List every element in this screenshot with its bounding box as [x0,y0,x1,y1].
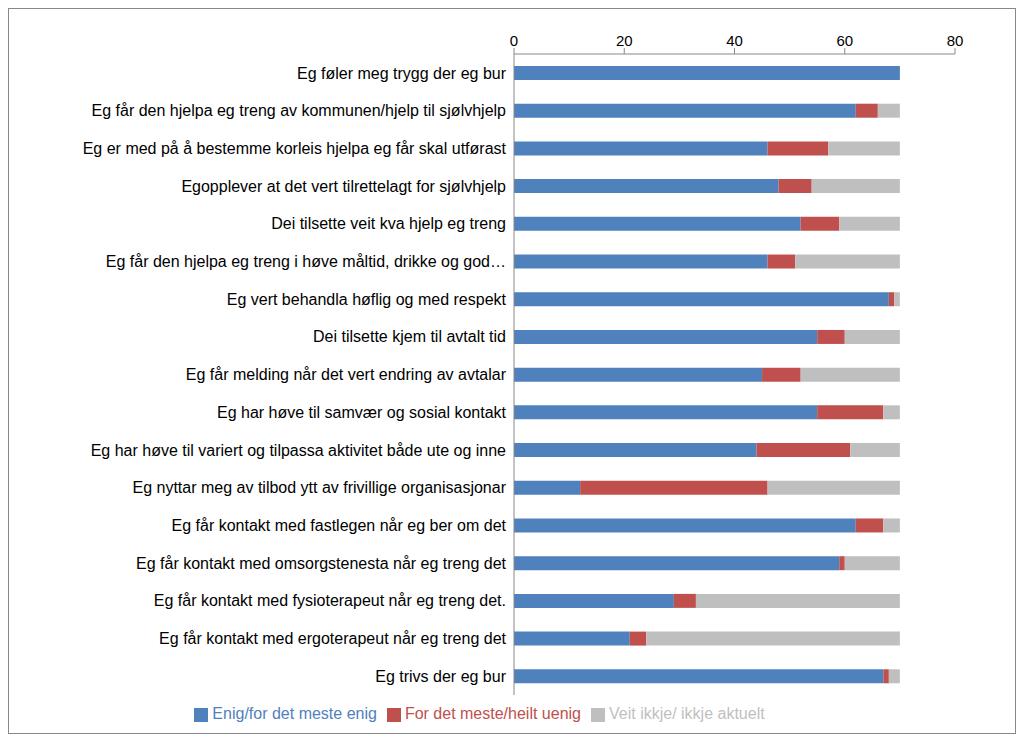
svg-text:80: 80 [947,32,964,49]
html-text:For det meste/heilt uenig: For det meste/heilt uenig [404,705,581,722]
svg-text:Eg trivs der eg bur: Eg trivs der eg bur [375,668,506,685]
svg-text:Dei tilsette veit kva hjelp eg: Dei tilsette veit kva hjelp eg treng [271,215,506,232]
svg-text:Eg får kontakt med fastlegen n: Eg får kontakt med fastlegen når eg ber … [172,517,507,534]
svg-text:Eg får melding når det vert en: Eg får melding når det vert endring av a… [186,366,507,383]
svg-text:0: 0 [510,32,518,49]
svg-text:Eg har høve til variert og til: Eg har høve til variert og tilpassa akti… [91,442,506,459]
html-text:Veit ikkje/ ikkje aktuelt: Veit ikkje/ ikkje aktuelt [609,705,765,722]
svg-text:Egopplever at det vert tilrett: Egopplever at det vert tilrettelagt for … [181,178,506,195]
svg-text:Eg er med på å bestemme korlei: Eg er med på å bestemme korleis hjelpa e… [83,140,507,157]
html-text:Enig/for det meste enig: Enig/for det meste enig [212,705,377,722]
svg-text:Eg har høve til samvær og sosi: Eg har høve til samvær og sosial kontakt [217,404,507,421]
svg-text:Eg vert behandla høflig og med: Eg vert behandla høflig og med respekt [227,291,507,308]
svg-text:20: 20 [616,32,633,49]
svg-text:Eg får den hjelpa eg treng i h: Eg får den hjelpa eg treng i høve måltid… [106,253,506,270]
svg-text:40: 40 [726,32,743,49]
svg-text:Eg får kontakt med omsorgstene: Eg får kontakt med omsorgstenesta når eg… [136,555,507,572]
svg-text:Eg føler meg trygg der eg bur: Eg føler meg trygg der eg bur [297,65,507,82]
svg-text:Dei tilsette kjem til avtalt t: Dei tilsette kjem til avtalt tid [313,328,506,345]
svg-text:60: 60 [836,32,853,49]
svg-text:Eg får den hjelpa eg treng av: Eg får den hjelpa eg treng av kommunen/h… [92,102,507,119]
svg-text:Eg får kontakt med ergoterapeu: Eg får kontakt med ergoterapeut når eg t… [159,630,506,647]
svg-text:Eg nyttar meg av tilbod ytt av: Eg nyttar meg av tilbod ytt av frivillig… [132,479,506,496]
svg-text:Eg får kontakt med fysioterape: Eg får kontakt med fysioterapeut når eg … [154,592,506,609]
